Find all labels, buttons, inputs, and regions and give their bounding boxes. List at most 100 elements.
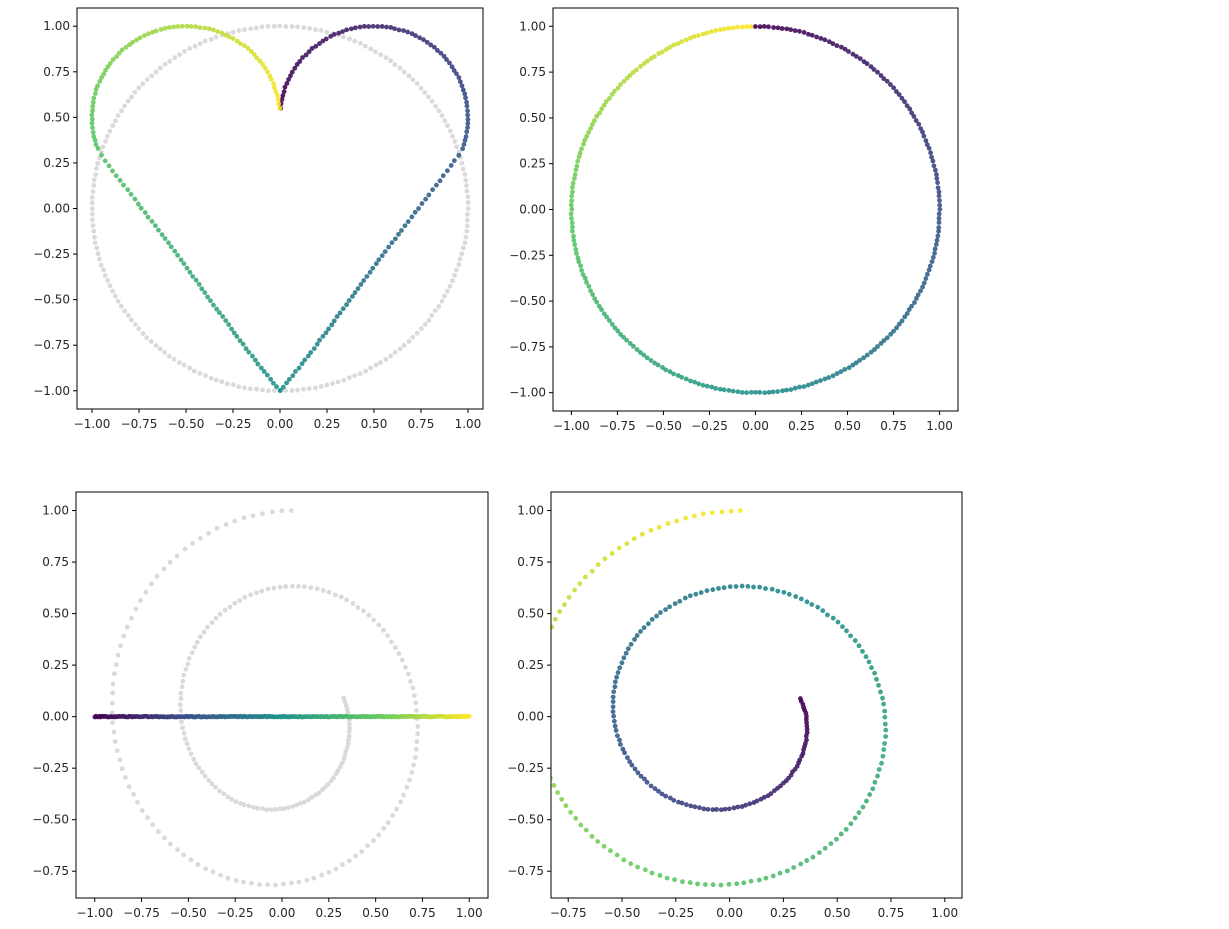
scatter-point [99,75,104,80]
scatter-point [376,622,382,628]
scatter-point [936,228,941,234]
x-tick-label: −0.25 [691,419,728,433]
scatter-point [113,173,119,179]
x-tick-label: −1.00 [553,419,590,433]
scatter-point [115,652,121,658]
scatter-point [843,826,849,832]
scatter-point [770,389,776,395]
scatter-point [324,29,330,35]
scatter-point [150,822,156,828]
scatter-point [878,340,884,346]
scatter-point [320,333,326,339]
scatter-point [183,736,188,742]
scatter-point [804,599,810,605]
scatter-point [822,37,828,43]
scatter-point [679,39,685,45]
scatter-point [675,41,681,47]
scatter-point [230,382,236,388]
scatter-point [846,365,852,371]
scatter-point [838,369,844,375]
scatter-point [464,183,469,188]
scatter-point [90,223,96,228]
scatter-point [292,65,298,71]
scatter-point [623,650,629,656]
scatter-point [664,875,670,881]
scatter-point [234,334,240,339]
scatter-point [283,24,289,29]
scatter-point [731,805,737,811]
scatter-point [152,223,158,229]
scatter-point [426,318,432,323]
scatter-point [404,784,410,790]
scatter-point [409,214,415,220]
scatter-point [277,806,283,812]
scatter-point [883,734,889,739]
scatter-point [798,696,803,701]
scatter-point [833,836,839,842]
scatter-point [227,604,233,610]
scatter-point [341,377,347,383]
scatter-point [683,376,689,382]
scatter-point [610,699,616,705]
scatter-point [591,118,597,124]
scatter-point [300,55,305,60]
scatter-point [896,321,902,327]
scatter-point [306,797,311,803]
scatter-point [89,194,95,200]
scatter-point [260,62,266,67]
scatter-point [931,163,937,169]
scatter-point [459,251,465,257]
scatter-point [444,168,450,174]
scatter-point [612,679,618,685]
y-tick-label: −0.25 [33,247,70,261]
scatter-point [589,122,595,127]
scatter-point [710,807,716,813]
scatter-point [444,288,450,294]
scatter-point [644,355,650,361]
scatter-point [259,588,265,594]
scatter-point [399,228,404,233]
scatter-point [464,217,470,223]
scatter-point [381,627,386,633]
scatter-point [260,806,265,812]
scatter-point [333,866,339,872]
scatter-point [709,384,715,390]
scatter-point [422,90,428,95]
scatter-point [726,881,732,887]
scatter-point [627,340,633,346]
scatter-point [450,133,456,139]
scatter-point [857,357,863,363]
scatter-point [168,244,174,250]
x-tick-label: −0.75 [123,906,160,920]
scatter-point [392,62,398,68]
scatter-point [828,841,834,847]
scatter-point [361,608,366,614]
scatter-point [768,791,774,796]
scatter-point [438,50,444,56]
scatter-point [331,32,337,37]
scatter-point [338,594,344,600]
scatter-point [692,379,698,385]
scatter-point [856,643,862,649]
scatter-point [119,47,125,53]
scatter-point [134,37,139,43]
scatter-point [94,166,99,171]
scatter-point [461,142,467,147]
scatter-point [743,802,748,808]
scatter-point [396,651,402,657]
scatter-point [208,298,213,304]
scatter-point [652,54,657,59]
scatter-point [89,206,95,212]
scatter-point [456,152,462,158]
scatter-point [559,796,565,802]
scatter-point [388,353,394,359]
scatter-point [305,353,311,359]
scatter-point [293,369,298,374]
scatter-point [577,581,583,587]
x-tick-label: 0.25 [315,906,342,920]
scatter-point [221,791,227,796]
scatter-point [271,81,276,86]
scatter-point [872,670,877,676]
scatter-point [206,530,211,536]
scatter-point [309,794,315,800]
